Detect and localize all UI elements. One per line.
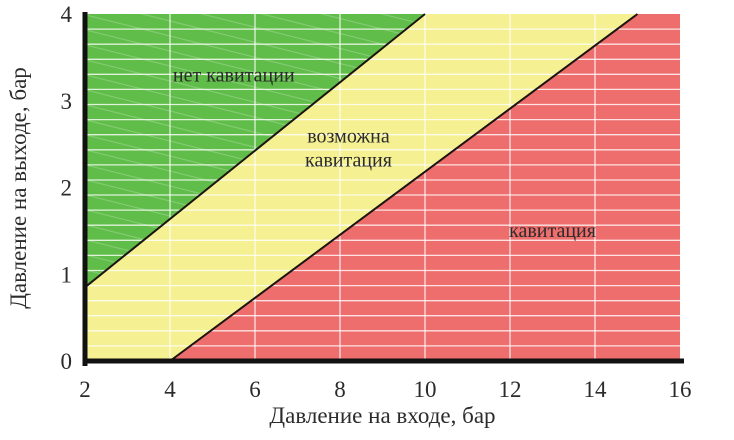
- y-axis-title: Давление на выходе, бар: [6, 67, 31, 309]
- x-axis-line: [82, 358, 684, 364]
- x-tick-label: 2: [79, 377, 91, 402]
- boundary-possible-to-cavitation: [169, 13, 639, 362]
- zone-label-no-cavitation: нет кавитации: [173, 65, 295, 87]
- y-tick-label: 0: [61, 349, 73, 374]
- y-tick-label: 4: [61, 2, 73, 27]
- zone-label-cavitation: кавитация: [509, 220, 596, 242]
- boundary-no-to-possible: [84, 13, 426, 289]
- x-tick-label: 16: [669, 377, 692, 402]
- x-tick-label: 6: [249, 377, 261, 402]
- x-tick-label: 12: [499, 377, 522, 402]
- zone-possible-cavitation: [85, 14, 638, 361]
- gridlines: [85, 14, 680, 361]
- y-axis-line: [82, 12, 88, 366]
- zone-label-possible-cavitation: возможна кавитация: [305, 126, 392, 172]
- x-tick-label: 8: [334, 377, 346, 402]
- x-tick-label: 4: [164, 377, 176, 402]
- x-tick-label: 10: [414, 377, 437, 402]
- y-tick-label: 3: [61, 89, 73, 114]
- x-axis-title: Давление на входе, бар: [269, 403, 496, 428]
- y-tick-label: 2: [61, 176, 73, 201]
- x-tick-label: 14: [584, 377, 608, 402]
- y-tick-label: 1: [61, 262, 73, 287]
